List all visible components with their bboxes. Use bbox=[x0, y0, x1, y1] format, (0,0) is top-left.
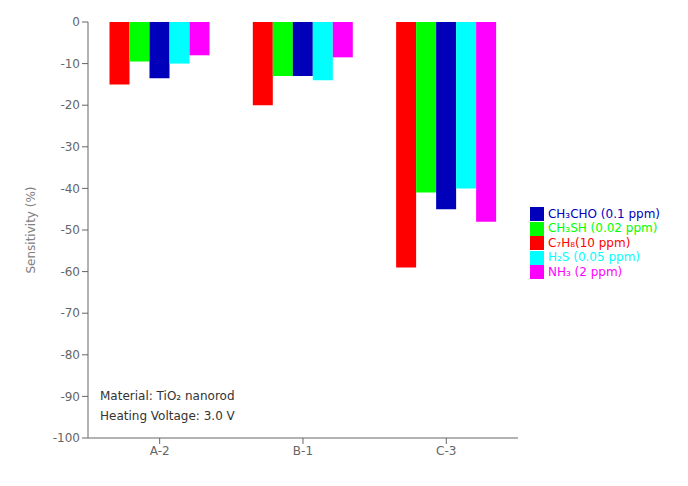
svg-text:C-3: C-3 bbox=[436, 444, 456, 458]
svg-text:-40: -40 bbox=[60, 182, 80, 196]
html-text:CH₃CHO (0.1 ppm): CH₃CHO (0.1 ppm) bbox=[547, 206, 660, 221]
svg-text:-20: -20 bbox=[60, 98, 80, 112]
svg-text:-90: -90 bbox=[60, 390, 80, 404]
svg-text:-100: -100 bbox=[53, 431, 80, 445]
svg-text:0: 0 bbox=[72, 15, 80, 29]
svg-text:-10: -10 bbox=[60, 57, 80, 71]
svg-text:B-1: B-1 bbox=[293, 444, 313, 458]
html-text:Heating Voltage: 3.0 V: Heating Voltage: 3.0 V bbox=[100, 409, 235, 423]
svg-text:-60: -60 bbox=[60, 265, 80, 279]
html-text:H₂S (0.05 ppm): H₂S (0.05 ppm) bbox=[547, 250, 640, 265]
html-text:C₇H₈(10 ppm): C₇H₈(10 ppm) bbox=[547, 235, 631, 250]
svg-text:-30: -30 bbox=[60, 140, 80, 154]
html-text:Material: TiO₂ nanorod: Material: TiO₂ nanorod bbox=[100, 389, 235, 403]
html-text:NH₃ (2 ppm): NH₃ (2 ppm) bbox=[547, 264, 623, 279]
html-text:CH₃SH (0.02 ppm): CH₃SH (0.02 ppm) bbox=[547, 221, 658, 236]
svg-text:-70: -70 bbox=[60, 306, 80, 320]
svg-text:-50: -50 bbox=[60, 223, 80, 237]
svg-text:Sensitivity (%): Sensitivity (%) bbox=[24, 186, 38, 273]
svg-text:A-2: A-2 bbox=[150, 444, 170, 458]
svg-text:-80: -80 bbox=[60, 348, 80, 362]
